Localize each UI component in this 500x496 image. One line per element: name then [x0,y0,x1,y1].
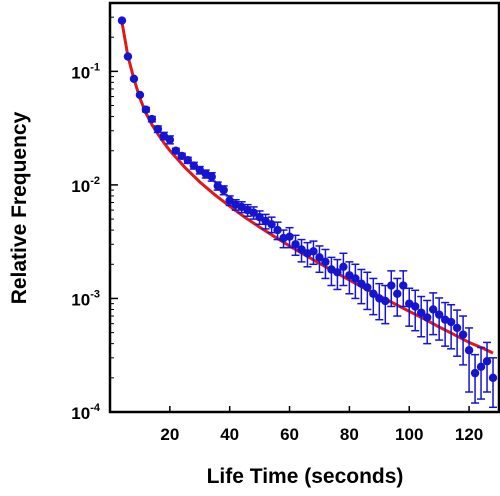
x-tick-label: 40 [220,425,239,444]
plot-frame [108,1,500,414]
data-point [129,74,139,83]
y-tick-label: 10-3 [71,288,100,309]
data-point [285,232,294,241]
x-axis-title: Life Time (seconds) [207,465,404,488]
data-point [464,346,474,355]
fit-line [120,22,494,355]
data-point [422,313,432,322]
data-point [357,279,366,288]
y-axis-title: Relative Frequency [8,111,31,304]
data-point [225,196,234,205]
data-point [273,225,282,235]
x-tick-label: 60 [280,425,299,444]
data-point [165,135,175,144]
data-point [315,253,324,262]
data-point [321,257,330,267]
data-point [159,131,169,141]
fit-layer [120,22,494,355]
data-point [333,268,342,277]
data-point [213,181,222,191]
points-layer [117,16,498,409]
data-point [458,330,468,339]
data-point [207,172,216,181]
y-ticks: 10-1 10-2 10-3 10-4 [71,2,118,423]
data-point [452,323,462,333]
data-point [434,310,444,319]
data-point [363,283,372,292]
data-point [387,281,396,290]
data-point [411,302,420,311]
data-point [195,165,204,175]
data-point [393,289,402,298]
data-point [446,317,456,327]
data-point [351,274,360,283]
x-ticks: 20 40 60 80 100 120 [160,406,483,444]
x-tick-label: 120 [455,425,483,444]
data-point [470,368,480,378]
data-point [381,296,390,306]
data-point [369,289,378,298]
x-tick-label: 20 [160,425,179,444]
data-point [147,114,157,124]
data-point [476,362,486,372]
x-tick-label: 80 [340,425,359,444]
data-point [488,373,498,383]
x-tick-label: 100 [395,425,423,444]
data-point [153,124,163,134]
y-tick-label: 10-1 [71,61,100,82]
data-point [123,52,133,61]
y-tick-label: 10-2 [71,175,100,196]
data-point [189,161,198,170]
data-point [309,247,318,256]
data-point [482,357,492,366]
data-point [339,262,348,272]
data-point [428,305,438,314]
data-point [141,105,151,114]
data-point [291,240,300,249]
data-point [417,308,426,317]
data-point [219,185,228,195]
data-point [297,245,306,254]
y-tick-label: 10-4 [71,402,101,423]
data-point [117,16,127,25]
data-point [135,90,145,100]
